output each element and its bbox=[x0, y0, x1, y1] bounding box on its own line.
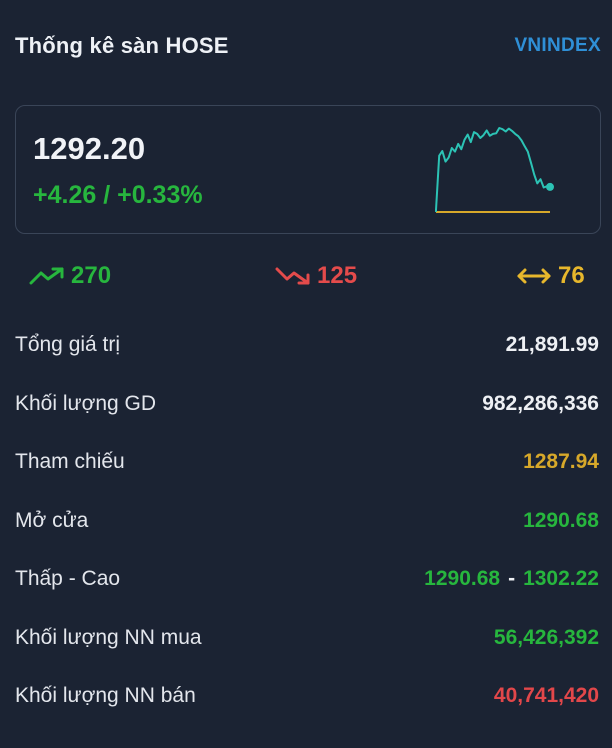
advancers: 270 bbox=[29, 262, 111, 290]
stat-row-foreign-sell: Khối lượng NN bán 40,741,420 bbox=[15, 684, 599, 743]
sparkline-end-dot bbox=[546, 182, 554, 191]
low-value: 1290.68 bbox=[424, 567, 501, 590]
page-title: Thống kê sàn HOSE bbox=[15, 33, 229, 58]
stat-label: Khối lượng GD bbox=[15, 391, 157, 415]
decliners: 125 bbox=[275, 262, 357, 290]
advancers-count: 270 bbox=[71, 262, 112, 289]
range-separator: - bbox=[508, 567, 516, 590]
stat-label: Tham chiếu bbox=[15, 450, 125, 473]
stat-value: 1287.94 bbox=[523, 450, 599, 473]
index-change: +4.26 / +0.33% bbox=[33, 181, 203, 209]
sparkline-path bbox=[435, 127, 551, 212]
index-summary-card[interactable]: 1292.20 +4.26 / +0.33% bbox=[15, 105, 601, 234]
index-price: 1292.20 bbox=[33, 131, 146, 166]
stat-label: Khối lượng NN bán bbox=[15, 684, 196, 707]
high-value: 1302.22 bbox=[523, 567, 599, 590]
trending-down-icon bbox=[275, 267, 310, 285]
header: Thống kê sàn HOSE VNINDEX bbox=[15, 30, 601, 62]
intraday-sparkline bbox=[435, 127, 554, 213]
low-high-range: 1290.68 - 1302.22 bbox=[424, 567, 599, 591]
stat-row-foreign-buy: Khối lượng NN mua 56,426,392 bbox=[15, 626, 599, 685]
unchanged: 76 bbox=[516, 262, 585, 290]
decliners-count: 125 bbox=[317, 262, 358, 289]
stat-label: Thấp - Cao bbox=[15, 567, 121, 590]
stat-row-volume: Khối lượng GD 982,286,336 bbox=[15, 392, 599, 451]
stat-row-open: Mở cửa 1290.68 bbox=[15, 509, 599, 568]
stat-row-total-value: Tổng giá trị 21,891.99 bbox=[15, 333, 599, 392]
market-breadth: 270 125 76 bbox=[0, 262, 612, 296]
stat-row-reference: Tham chiếu 1287.94 bbox=[15, 450, 599, 509]
trending-up-icon bbox=[29, 267, 64, 285]
horizontal-arrows-icon bbox=[517, 268, 551, 284]
stat-value: 1290.68 bbox=[523, 508, 599, 532]
stat-value: 982,286,336 bbox=[482, 391, 599, 415]
unchanged-count: 76 bbox=[558, 262, 585, 289]
stats-list: Tổng giá trị 21,891.99 Khối lượng GD 982… bbox=[15, 333, 599, 743]
stat-value: 21,891.99 bbox=[505, 333, 599, 356]
index-link[interactable]: VNINDEX bbox=[514, 35, 601, 56]
stat-label: Mở cửa bbox=[15, 508, 89, 532]
stat-value: 56,426,392 bbox=[493, 625, 599, 649]
stat-label: Tổng giá trị bbox=[15, 333, 121, 356]
stat-value: 40,741,420 bbox=[493, 684, 599, 707]
stat-row-low-high: Thấp - Cao 1290.68 - 1302.22 bbox=[15, 567, 599, 626]
stat-label: Khối lượng NN mua bbox=[15, 625, 202, 649]
